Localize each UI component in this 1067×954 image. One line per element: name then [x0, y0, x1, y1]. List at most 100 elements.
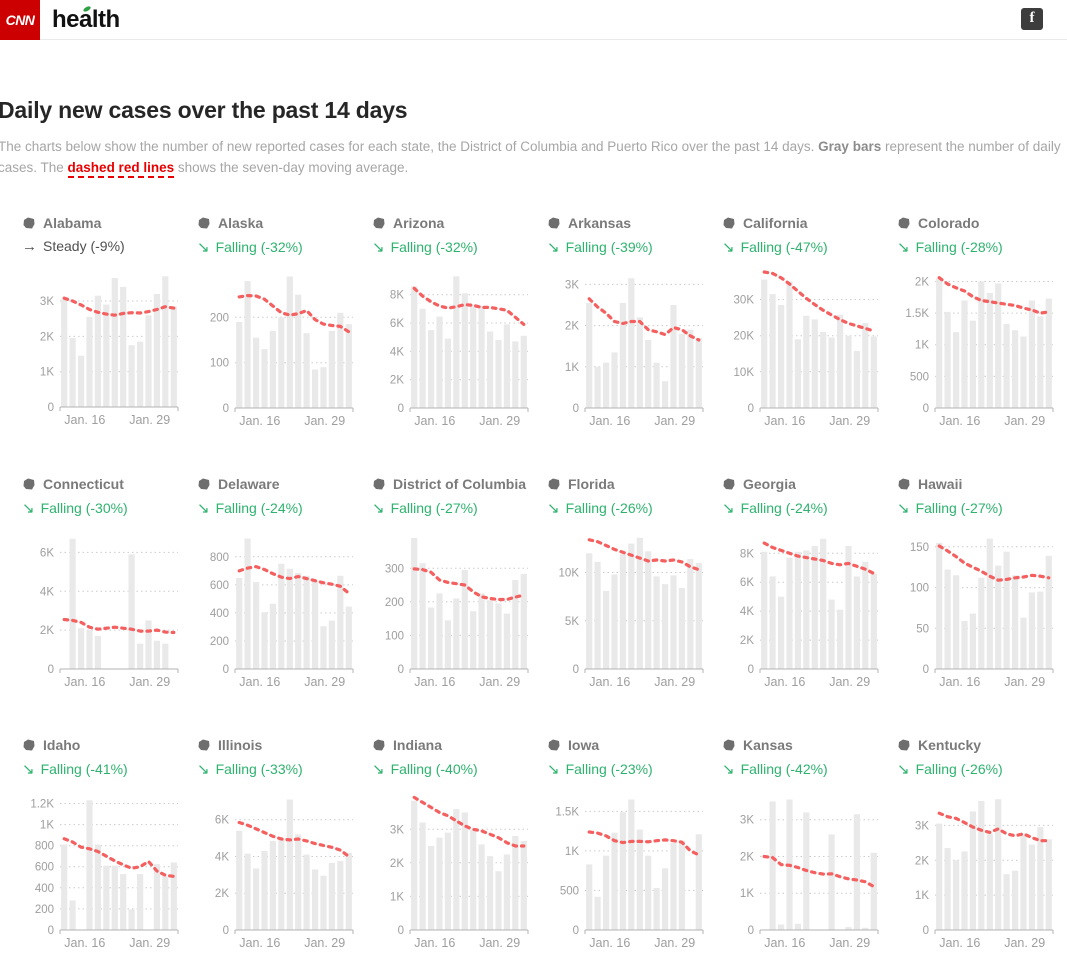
trend-indicator: ↘ Falling (-30%): [22, 499, 180, 517]
daily-cases-chart: 3K 2K 1K 0 Jan. 16 Jan. 29: [390, 795, 529, 950]
svg-text:8K: 8K: [740, 548, 754, 560]
trend-indicator: ↘ Falling (-24%): [197, 499, 355, 517]
state-name: Iowa: [568, 736, 600, 753]
trend-label: Falling (-47%): [740, 238, 828, 255]
trend-label: Falling (-39%): [565, 238, 653, 255]
facebook-icon[interactable]: f: [1021, 8, 1043, 30]
svg-text:150: 150: [910, 542, 929, 554]
charts-grid: Alabama → Steady (-9%) 3K 2K 1K 0 Jan. 16 Jan.…: [22, 215, 1067, 954]
health-wordmark[interactable]: health: [52, 4, 120, 32]
state-chart-tile: Alaska ↘ Falling (-32%) 200 100 0 Jan. 16 Jan…: [197, 215, 355, 432]
svg-text:Jan. 16: Jan. 16: [414, 414, 455, 428]
svg-text:0: 0: [223, 403, 229, 415]
description-text: shows the seven-day moving average.: [174, 159, 409, 175]
trend-arrow-icon: ↘: [897, 760, 910, 778]
svg-text:0: 0: [223, 664, 229, 676]
svg-text:Jan. 29: Jan. 29: [304, 414, 345, 428]
facebook-letter: f: [1029, 10, 1035, 26]
state-chart-tile: Georgia ↘ Falling (-24%) 8K 6K 4K 2K 0 Jan. 16…: [722, 476, 880, 693]
daily-cases-chart: 1.5K 1K 500 0 Jan. 16 Jan. 29: [555, 799, 704, 950]
svg-text:Jan. 16: Jan. 16: [414, 675, 455, 689]
svg-text:2K: 2K: [915, 855, 929, 867]
daily-cases-chart: 3K 2K 1K 0 Jan. 16 Jan. 29: [565, 278, 704, 428]
svg-text:0: 0: [923, 403, 929, 415]
trend-arrow-icon: ↘: [197, 238, 210, 256]
trend-arrow-icon: ↘: [547, 760, 560, 778]
svg-text:Jan. 16: Jan. 16: [589, 675, 630, 689]
state-chart-tile: California ↘ Falling (-47%) 30K 20K 10K 0 Jan…: [722, 215, 880, 432]
trend-indicator: ↘ Falling (-24%): [722, 499, 880, 517]
svg-text:1K: 1K: [915, 890, 929, 902]
trend-indicator: ↘ Falling (-27%): [897, 499, 1055, 517]
hawaii-state-icon: [898, 478, 910, 490]
trend-indicator: ↘ Falling (-40%): [372, 760, 530, 778]
svg-text:0: 0: [573, 664, 579, 676]
svg-text:Jan. 16: Jan. 16: [414, 936, 455, 950]
state-chart-tile: Hawaii ↘ Falling (-27%) 150 100 50 0 Jan. 16 J…: [897, 476, 1055, 693]
colorado-state-icon: [898, 217, 910, 229]
svg-text:1K: 1K: [740, 888, 754, 900]
svg-text:Jan. 29: Jan. 29: [654, 414, 695, 428]
svg-text:300: 300: [385, 563, 404, 575]
state-name: California: [743, 214, 808, 231]
indiana-state-icon: [373, 739, 385, 751]
daily-cases-chart: 3K 2K 1K 0 Jan. 16 Jan. 29: [915, 799, 1054, 950]
state-chart-tile: Indiana ↘ Falling (-40%) 3K 2K 1K 0 Jan. 16 Ja…: [372, 737, 530, 954]
district-of-columbia-state-icon: [373, 478, 385, 490]
trend-label: Falling (-32%): [215, 238, 303, 255]
svg-text:6K: 6K: [40, 547, 54, 559]
svg-text:1K: 1K: [915, 340, 929, 352]
trend-arrow-icon: ↘: [897, 238, 910, 256]
state-name: Delaware: [218, 475, 280, 492]
svg-text:Jan. 16: Jan. 16: [64, 675, 105, 689]
trend-label: Falling (-26%): [915, 760, 1003, 777]
trend-label: Falling (-40%): [390, 760, 478, 777]
state-chart-tile: Arkansas ↘ Falling (-39%) 3K 2K 1K 0 Jan. 16 J…: [547, 215, 705, 432]
svg-text:Jan. 29: Jan. 29: [829, 936, 870, 950]
trend-indicator: ↘ Falling (-33%): [197, 760, 355, 778]
state-chart-tile: Idaho ↘ Falling (-41%) 1.2K 1K 800 600 400 200…: [22, 737, 180, 954]
trend-indicator: ↘ Falling (-32%): [372, 238, 530, 256]
svg-text:1.5K: 1.5K: [905, 308, 929, 320]
cnn-logo[interactable]: CNN: [0, 0, 40, 40]
trend-arrow-icon: ↘: [722, 760, 735, 778]
svg-text:Jan. 16: Jan. 16: [589, 414, 630, 428]
svg-text:1K: 1K: [565, 846, 579, 858]
svg-text:Jan. 16: Jan. 16: [939, 414, 980, 428]
svg-text:6K: 6K: [390, 318, 404, 330]
svg-text:6K: 6K: [215, 815, 229, 827]
state-name: Alabama: [43, 214, 102, 231]
svg-text:2K: 2K: [740, 851, 754, 863]
delaware-state-icon: [198, 478, 210, 490]
svg-text:0: 0: [48, 664, 54, 676]
svg-text:10K: 10K: [559, 567, 580, 579]
state-chart-tile: Iowa ↘ Falling (-23%) 1.5K 1K 500 0 Jan. 16 Ja…: [547, 737, 705, 954]
svg-text:1K: 1K: [390, 891, 404, 903]
svg-text:800: 800: [210, 552, 229, 564]
arizona-state-icon: [373, 217, 385, 229]
state-chart-tile: District of Columbia ↘ Falling (-27%) 300…: [372, 476, 530, 693]
svg-text:Jan. 16: Jan. 16: [764, 675, 805, 689]
svg-text:4K: 4K: [40, 586, 54, 598]
state-name: District of Columbia: [393, 475, 527, 492]
trend-indicator: ↘ Falling (-47%): [722, 238, 880, 256]
svg-text:800: 800: [35, 841, 54, 853]
svg-text:8K: 8K: [390, 290, 404, 302]
daily-cases-chart: 8K 6K 4K 2K 0 Jan. 16 Jan. 29: [390, 276, 529, 428]
state-name: Hawaii: [918, 475, 963, 492]
daily-cases-chart: 6K 4K 2K 0 Jan. 16 Jan. 29: [40, 538, 179, 689]
svg-text:6K: 6K: [740, 577, 754, 589]
svg-text:Jan. 29: Jan. 29: [129, 675, 170, 689]
svg-text:2K: 2K: [215, 888, 229, 900]
daily-cases-chart: 30K 20K 10K 0 Jan. 16 Jan. 29: [734, 270, 879, 428]
svg-text:10K: 10K: [734, 367, 755, 379]
svg-text:Jan. 29: Jan. 29: [1004, 675, 1045, 689]
svg-text:3K: 3K: [565, 279, 579, 291]
trend-arrow-icon: ↘: [547, 499, 560, 517]
svg-text:0: 0: [48, 402, 54, 414]
state-name: Connecticut: [43, 475, 124, 492]
svg-text:0: 0: [748, 664, 754, 676]
trend-arrow-icon: ↘: [897, 499, 910, 517]
svg-text:500: 500: [910, 371, 929, 383]
iowa-state-icon: [548, 739, 560, 751]
